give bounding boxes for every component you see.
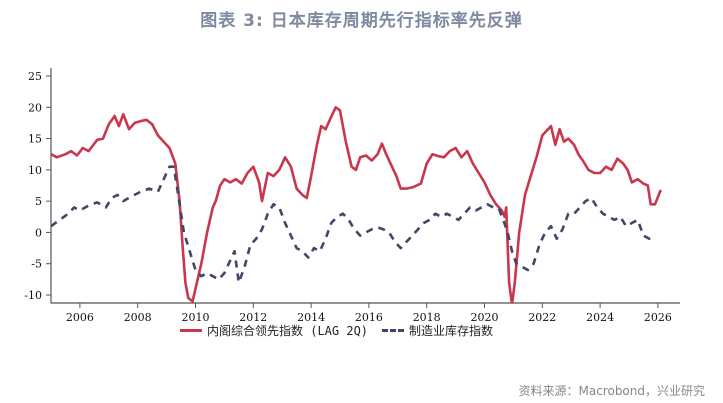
x-tick-label: 2024 — [586, 311, 614, 324]
x-tick-label: 2018 — [413, 311, 441, 324]
y-tick-label: 25 — [28, 70, 42, 83]
dashed-line-swatch-icon — [382, 329, 405, 332]
x-tick-label: 2022 — [528, 311, 556, 324]
legend-label-inventory-index: 制造业库存指数 — [409, 324, 494, 338]
x-tick-label: 2020 — [471, 311, 499, 324]
y-tick-label: -5 — [31, 258, 42, 271]
y-axis: 25 20 15 10 5 0 -5 -10 — [24, 68, 52, 303]
source-note: 资料来源：Macrobond，兴业研究 — [518, 384, 706, 398]
solid-line-swatch-icon — [180, 329, 202, 332]
x-tick-label: 2006 — [66, 311, 94, 324]
x-tick-label: 2008 — [124, 311, 152, 324]
y-tick-label: 10 — [28, 164, 42, 177]
legend: 内阁综合领先指数 (LAG 2Q) 制造业库存指数 — [180, 322, 507, 339]
x-tick-label: 2016 — [355, 311, 383, 324]
inventory-index-line — [51, 165, 655, 284]
y-tick-label: 15 — [28, 133, 42, 146]
y-tick-label: 5 — [35, 195, 42, 208]
legend-item-inventory-index: 制造业库存指数 — [382, 322, 493, 339]
x-tick-label: 2012 — [239, 311, 267, 324]
leading-index-line — [51, 106, 663, 303]
chart-title: 图表 3: 日本库存周期先行指标率先反弹 — [200, 11, 523, 31]
y-tick-label: 0 — [35, 226, 42, 239]
legend-item-leading-index: 内阁综合领先指数 (LAG 2Q) — [180, 322, 368, 339]
x-tick-label: 2010 — [182, 311, 210, 324]
x-axis: 2006 2008 2010 2012 2014 2016 2018 2020 2022 2024… — [51, 302, 680, 324]
x-tick-label: 2014 — [297, 311, 325, 324]
x-tick-label: 2026 — [644, 311, 672, 324]
y-tick-label: 20 — [28, 101, 42, 114]
series-lines — [51, 106, 663, 303]
y-tick-label: -10 — [24, 289, 42, 302]
legend-label-leading-index: 内阁综合领先指数 (LAG 2Q) — [207, 324, 369, 338]
